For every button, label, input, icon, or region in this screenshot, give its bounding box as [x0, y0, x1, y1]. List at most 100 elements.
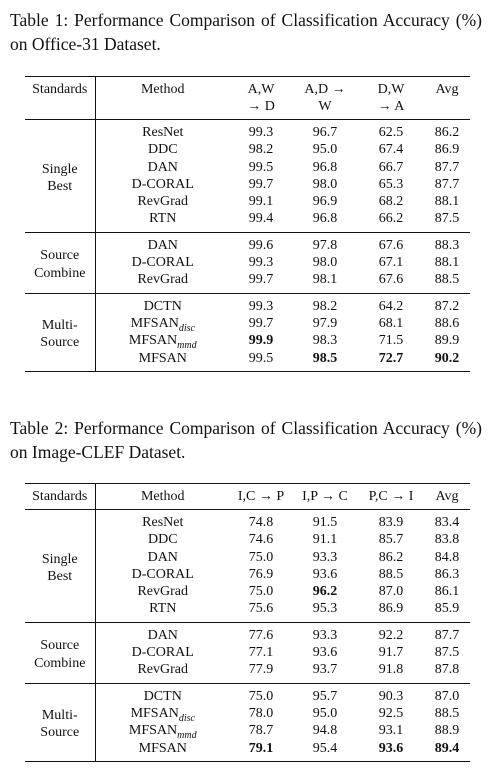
value: 88.1 — [434, 255, 460, 271]
method-name: MFSAN — [130, 315, 179, 331]
value: 95.0 — [312, 705, 338, 721]
value-cell: 99.3 — [230, 293, 292, 315]
value: 67.6 — [378, 272, 404, 288]
value-cell: 62.5 — [358, 120, 424, 142]
value-cell: 75.0 — [230, 683, 292, 705]
value: 91.5 — [312, 515, 338, 530]
value: 87.7 — [434, 159, 460, 175]
value: 94.8 — [312, 723, 338, 739]
value: 98.2 — [312, 298, 338, 314]
value-cell: 93.3 — [292, 549, 358, 566]
value: 74.6 — [248, 532, 274, 548]
value: 87.7 — [434, 627, 460, 643]
header-text: P,C → I — [368, 489, 414, 504]
value: 65.3 — [378, 176, 404, 192]
value: 97.8 — [312, 237, 338, 253]
table-row: DDC 74.6 91.1 85.7 83.8 — [25, 531, 470, 548]
table-row: MFSAN 79.1 95.4 93.6 89.4 — [25, 740, 470, 762]
header-text: Method — [140, 82, 185, 97]
value-cell: 67.1 — [358, 254, 424, 271]
method-name: DAN — [147, 627, 178, 643]
value-cell: 79.1 — [230, 740, 292, 762]
value: 75.6 — [248, 601, 274, 617]
value-cell: 88.3 — [424, 232, 470, 254]
value: 93.3 — [312, 627, 338, 643]
value: 88.5 — [434, 272, 460, 288]
value: 88.6 — [434, 315, 460, 331]
group-label-cell: Source Combine — [25, 622, 96, 684]
value-cell: 93.1 — [358, 722, 424, 739]
value: 99.9 — [248, 333, 274, 349]
value-cell: 75.6 — [230, 600, 292, 622]
value-cell: 99.5 — [230, 159, 292, 176]
value: 89.9 — [434, 333, 460, 349]
method-name: DAN — [147, 549, 178, 565]
value-cell: 64.2 — [358, 293, 424, 315]
method-name: RevGrad — [137, 584, 189, 600]
value-cell: 88.5 — [424, 271, 470, 293]
header-cell: Method — [95, 77, 230, 120]
value: 99.5 — [248, 350, 274, 366]
value-cell: 99.3 — [230, 120, 292, 142]
value-cell: 91.7 — [358, 644, 424, 661]
header-text: Avg — [435, 82, 459, 97]
value-cell: 97.9 — [292, 315, 358, 332]
value-cell: 99.1 — [230, 193, 292, 210]
value-cell: 78.0 — [230, 705, 292, 722]
header-text: D,W → A — [377, 82, 405, 114]
value-cell: 86.2 — [424, 120, 470, 142]
value-cell: 85.9 — [424, 600, 470, 622]
group-label: Source Combine — [34, 248, 86, 281]
method-name: DDC — [147, 142, 178, 158]
value: 99.3 — [248, 125, 274, 140]
value-cell: 84.8 — [424, 549, 470, 566]
value-cell: 88.5 — [424, 705, 470, 722]
table-row: RTN 75.6 95.3 86.9 85.9 — [25, 600, 470, 622]
group-label-cell: Multi-Source — [25, 293, 96, 372]
table-row: MFSANdisc 99.7 97.9 68.1 88.6 — [25, 315, 470, 334]
value: 96.2 — [312, 584, 338, 600]
method-name: RevGrad — [137, 194, 189, 210]
value-cell: 96.7 — [292, 120, 358, 142]
method-name: D-CORAL — [131, 645, 194, 661]
caption: Table 2: Performance Comparison of Class… — [10, 418, 482, 462]
header-cell: Method — [95, 484, 230, 510]
value-cell: 95.0 — [292, 705, 358, 722]
row-group: Single Best ResNet 74.8 91.5 83.9 83.4 DDC 74.6… — [25, 509, 470, 623]
value: 98.1 — [312, 272, 338, 288]
method-cell: MFSANdisc — [95, 705, 230, 723]
value-cell: 99.7 — [230, 315, 292, 332]
value-cell: 75.0 — [230, 549, 292, 566]
method-name: D-CORAL — [131, 255, 194, 271]
value-cell: 92.2 — [358, 622, 424, 644]
value: 66.2 — [378, 211, 404, 227]
value-cell: 93.7 — [292, 661, 358, 683]
value-cell: 68.1 — [358, 315, 424, 332]
table-row: D-CORAL 76.9 93.6 88.5 86.3 — [25, 566, 470, 583]
value: 96.8 — [312, 211, 338, 227]
caption: Table 1: Performance Comparison of Class… — [10, 10, 482, 54]
method-name: DAN — [147, 159, 178, 175]
method-cell: RevGrad — [95, 271, 230, 293]
table-row: D-CORAL 99.3 98.0 67.1 88.1 — [25, 254, 470, 271]
method-cell: DAN — [95, 232, 230, 254]
method-subscript: disc — [178, 322, 195, 334]
value-cell: 99.7 — [230, 271, 292, 293]
value-cell: 99.7 — [230, 176, 292, 193]
value: 86.1 — [434, 584, 460, 600]
value: 96.7 — [312, 125, 338, 140]
table-block: Table 1: Performance Comparison of Class… — [10, 8, 482, 372]
method-cell: D-CORAL — [95, 644, 230, 661]
value-cell: 66.2 — [358, 210, 424, 232]
method-cell: MFSAN — [95, 350, 230, 372]
value-cell: 97.8 — [292, 232, 358, 254]
value: 88.5 — [434, 705, 460, 721]
method-cell: ResNet — [95, 120, 230, 142]
value: 95.0 — [312, 142, 338, 158]
value-cell: 76.9 — [230, 566, 292, 583]
value: 88.5 — [378, 566, 404, 582]
table-row: RevGrad 77.9 93.7 91.8 87.8 — [25, 661, 470, 683]
value-cell: 87.0 — [424, 683, 470, 705]
value-cell: 96.8 — [292, 210, 358, 232]
value: 98.3 — [312, 333, 338, 349]
